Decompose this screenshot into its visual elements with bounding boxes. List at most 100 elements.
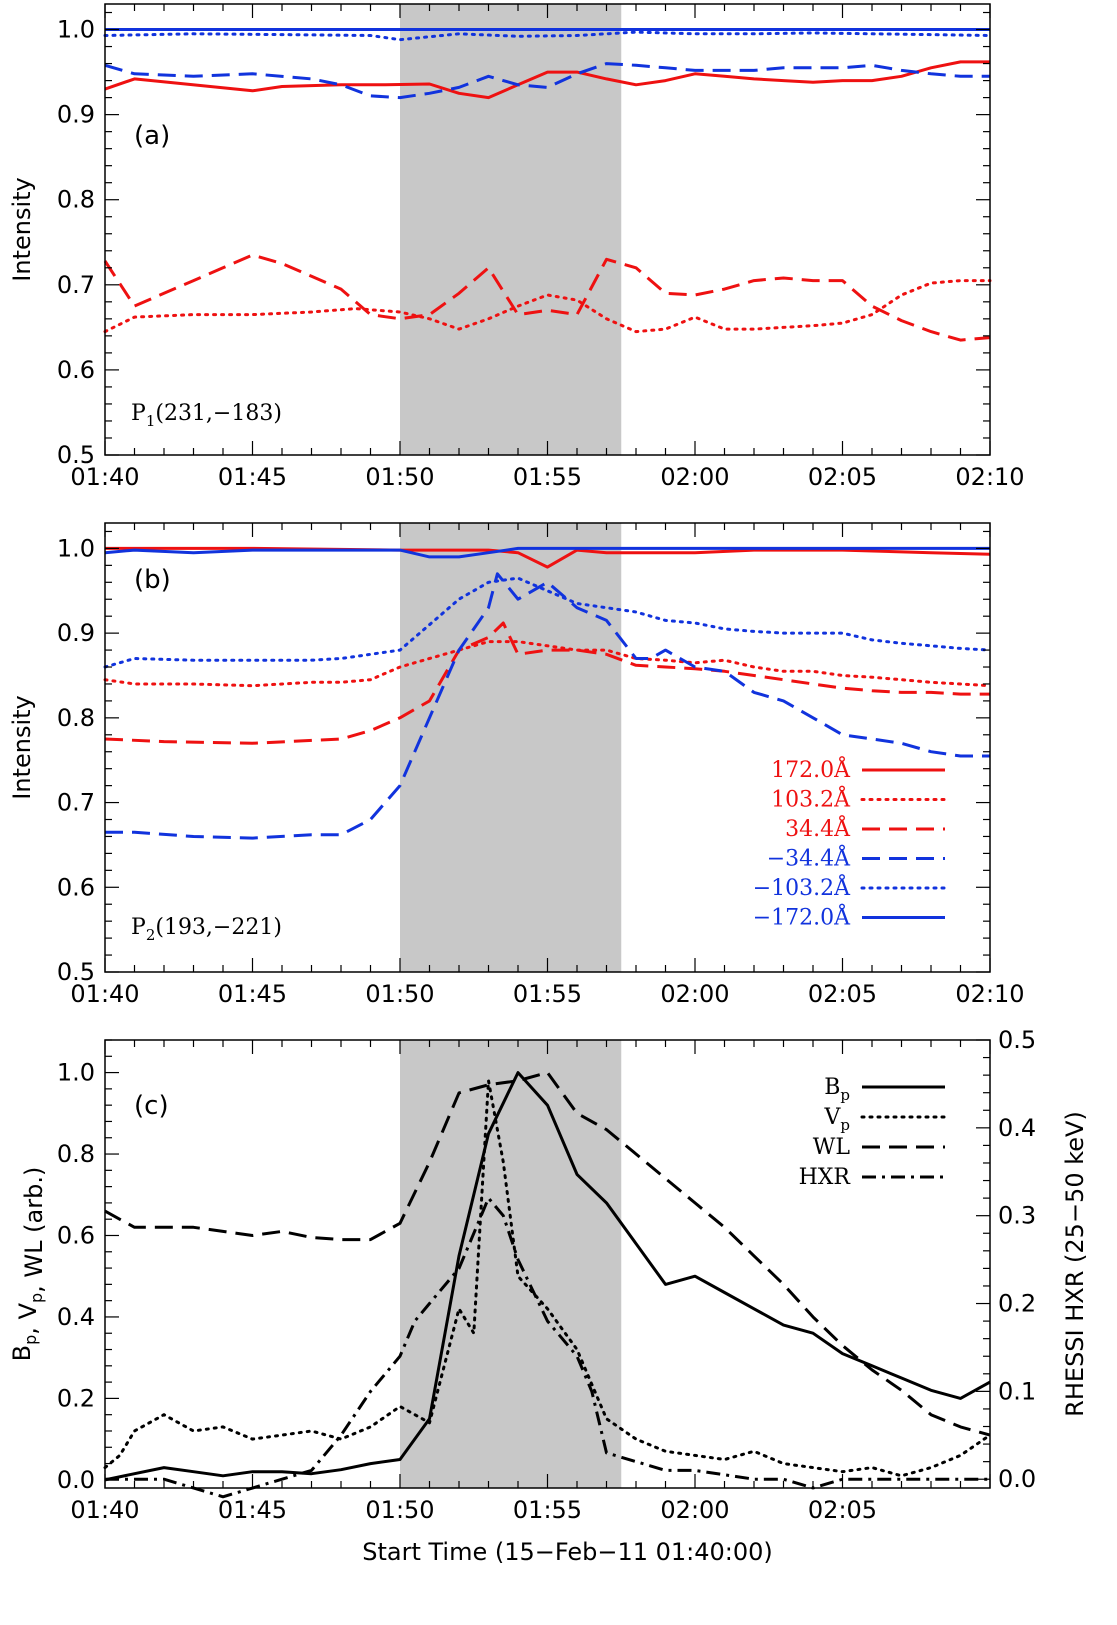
x-tick-label: 01:55 xyxy=(513,1496,582,1524)
x-tick-label: 01:50 xyxy=(365,1496,434,1524)
y-tick-label: 1.0 xyxy=(57,1059,95,1087)
y-axis-title-part: , V xyxy=(14,1302,42,1334)
y-tick-label: 0.5 xyxy=(57,441,95,469)
panel-label: (c) xyxy=(134,1091,169,1121)
y-tick-label: 0.6 xyxy=(57,1221,95,1249)
y-axis-title-sub: p xyxy=(27,1293,46,1303)
x-tick-label: 01:40 xyxy=(70,463,139,491)
y-axis-title: Bp, Vp, WL (arb.) xyxy=(8,1167,48,1362)
y2-tick-label: 0.4 xyxy=(998,1114,1036,1142)
y2-tick-label: 0.2 xyxy=(998,1290,1036,1318)
x-tick-label: 01:55 xyxy=(513,463,582,491)
legend-label-main: 103.2Å xyxy=(771,785,851,813)
point-annotation-sub: 1 xyxy=(146,412,156,430)
legend-label-main: −172.0Å xyxy=(753,903,851,931)
series-line-344 xyxy=(104,621,990,745)
x-tick-label: 02:05 xyxy=(808,980,877,1008)
y-tick-label: 0.6 xyxy=(57,356,95,384)
legend-label: Vp xyxy=(824,1105,851,1134)
y-tick-label: 0.7 xyxy=(57,789,95,817)
legend-label-main: B xyxy=(824,1075,840,1100)
y-tick-label: 1.0 xyxy=(57,534,95,562)
y2-tick-label: 0.0 xyxy=(998,1465,1036,1493)
y2-tick-label: 0.1 xyxy=(998,1377,1036,1405)
y-axis-title-part: B xyxy=(8,1345,36,1361)
series-line-blue-dotted xyxy=(103,30,992,42)
flare-shade xyxy=(400,1040,622,1488)
flare-shade xyxy=(400,523,622,972)
x-tick-label: 02:00 xyxy=(660,463,729,491)
x-tick-label: 02:00 xyxy=(660,980,729,1008)
y-tick-label: 0.5 xyxy=(57,958,95,986)
point-annotation-rest: (193,−221) xyxy=(155,915,282,940)
x-tick-label: 01:50 xyxy=(365,463,434,491)
x-axis-title: Start Time (15−Feb−11 01:40:00) xyxy=(362,1538,773,1566)
x-tick-label: 01:55 xyxy=(513,980,582,1008)
legend-label-main: 172.0Å xyxy=(771,755,851,783)
point-annotation-main: P xyxy=(131,915,146,940)
point-annotation-rest: (231,−183) xyxy=(155,401,282,426)
series-line-blue-dashed xyxy=(104,62,990,100)
series-line-red-dashed xyxy=(103,253,991,342)
x-tick-label: 02:05 xyxy=(808,1496,877,1524)
y-tick-label: 0.8 xyxy=(57,704,95,732)
x-tick-label: 01:45 xyxy=(218,980,287,1008)
legend-label-main: −103.2Å xyxy=(753,873,851,901)
series-line-B xyxy=(104,1071,991,1482)
panel-a: 01:40 01:45 01:50 01:55 02:00 02:05 02:10 0.5 0.… xyxy=(8,3,1025,491)
x-tick-label: 02:00 xyxy=(660,1496,729,1524)
legend-label: WL xyxy=(813,1135,851,1160)
panel-label: (b) xyxy=(134,565,171,595)
series-line-344 xyxy=(105,572,990,840)
x-tick-label: 01:40 xyxy=(70,980,139,1008)
x-tick-label: 01:50 xyxy=(365,980,434,1008)
y-tick-label: 0.9 xyxy=(57,619,95,647)
y-tick-label: 0.8 xyxy=(57,186,95,214)
panel-b: 01:40 01:45 01:50 01:55 02:00 02:05 02:10 0.5 0.… xyxy=(8,522,1025,1008)
y-axis-title-sub: p xyxy=(21,1335,40,1345)
legend-label-main: 34.4Å xyxy=(785,814,851,842)
legend-label-main: HXR xyxy=(799,1165,852,1190)
series-line-1032 xyxy=(103,576,992,669)
series-line-V xyxy=(103,1079,992,1478)
legend-label: −34.4Å xyxy=(767,844,851,872)
x-tick-label: 01:45 xyxy=(218,1496,287,1524)
legend-label: −103.2Å xyxy=(753,873,851,901)
point-annotation: P1(231,−183) xyxy=(131,401,282,430)
legend-label-main: −34.4Å xyxy=(767,844,851,872)
series-line-1032 xyxy=(103,640,992,688)
flare-shade xyxy=(400,4,622,455)
x-tick-label: 02:10 xyxy=(955,980,1024,1008)
y-tick-label: 1.0 xyxy=(57,16,95,44)
series-line-WL xyxy=(104,1071,991,1437)
panel-label: (a) xyxy=(134,121,170,151)
legend-label: HXR xyxy=(799,1165,852,1190)
x-tick-label: 02:05 xyxy=(808,463,877,491)
legend-label: Bp xyxy=(824,1075,850,1104)
legend-label-sub: p xyxy=(840,1116,850,1134)
y2-tick-label: 0.3 xyxy=(998,1202,1036,1230)
legend-label-sub: p xyxy=(840,1086,850,1104)
y-tick-label: 0.8 xyxy=(57,1140,95,1168)
y2-axis-title: RHESSI HXR (25−50 keV) xyxy=(1061,1111,1089,1417)
series-line-red-solid xyxy=(104,60,990,100)
point-annotation: P2(193,−221) xyxy=(131,915,282,944)
point-annotation-sub: 2 xyxy=(146,926,156,944)
y-axis-title: Intensity xyxy=(8,695,36,799)
y2-tick-label: 0.5 xyxy=(998,1026,1036,1054)
legend-label: 103.2Å xyxy=(771,785,851,813)
panel-c: 01:40 01:45 01:50 01:55 02:00 02:05 0.0 0.2 0.4 0… xyxy=(8,1026,1089,1566)
point-annotation-main: P xyxy=(131,401,146,426)
legend-label: 172.0Å xyxy=(771,755,851,783)
legend-label: −172.0Å xyxy=(753,903,851,931)
y-tick-label: 0.6 xyxy=(57,873,95,901)
y-axis-title: Intensity xyxy=(8,177,36,281)
y-axis-title-part: , WL (arb.) xyxy=(20,1167,48,1293)
y-tick-label: 0.4 xyxy=(57,1303,95,1331)
series-line-red-dotted xyxy=(103,279,992,334)
series-line-1720 xyxy=(104,546,990,559)
y-tick-label: 0.2 xyxy=(57,1384,95,1412)
legend-label-main: WL xyxy=(813,1135,851,1160)
series-line-1720 xyxy=(105,546,991,569)
